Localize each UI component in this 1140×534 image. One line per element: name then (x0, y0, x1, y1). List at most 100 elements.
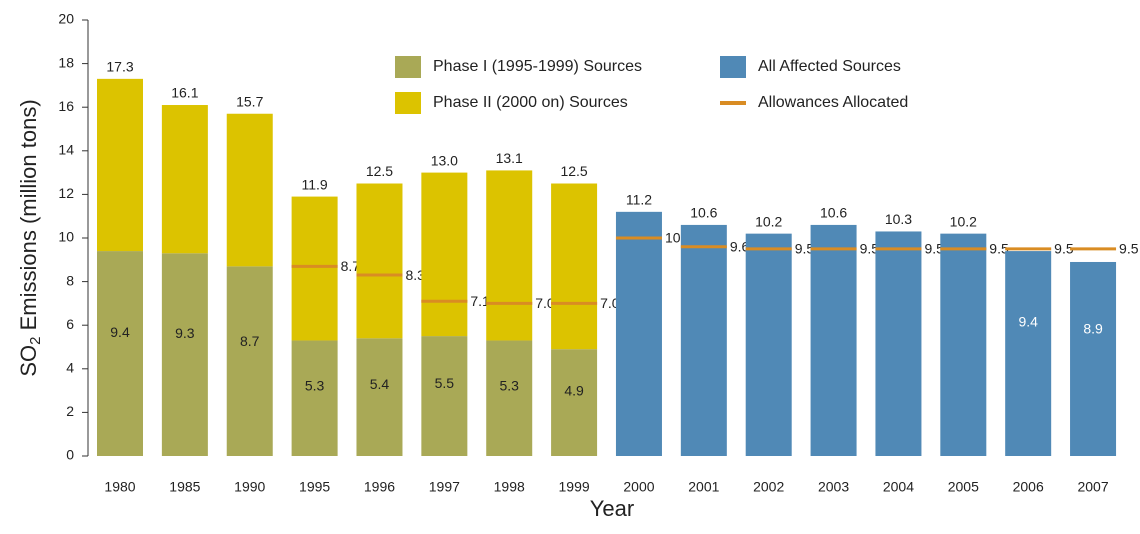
segment-label: 5.3 (305, 377, 325, 393)
bar-segment (615, 211, 662, 456)
bar-segment (486, 340, 533, 456)
y-tick-label: 4 (66, 360, 74, 376)
legend-label: All Affected Sources (758, 58, 901, 75)
y-tick-label: 6 (66, 316, 74, 332)
x-tick-label: 2006 (1013, 479, 1044, 495)
y-tick-label: 18 (58, 54, 74, 70)
allowance-label: 9.5 (924, 241, 944, 257)
bar-segment (97, 78, 143, 252)
allowance-label: 9.5 (1119, 241, 1139, 257)
legend-swatch (720, 56, 746, 78)
bar-segment (226, 113, 273, 267)
x-tick-label: 2000 (623, 479, 654, 495)
allowance-label: 9.5 (989, 241, 1009, 257)
x-tick-label: 1995 (299, 479, 330, 495)
allowance-label: 7.0 (535, 295, 555, 311)
bar-segment (161, 253, 208, 456)
legend-label: Phase II (2000 on) Sources (433, 94, 628, 111)
segment-label: 8.7 (240, 333, 260, 349)
total-label: 16.1 (171, 85, 198, 101)
total-label: 12.5 (366, 163, 393, 179)
bar-segment (551, 183, 598, 350)
bar-segment (97, 251, 143, 456)
bar-label: 10.6 (690, 205, 717, 221)
allowance-label: 7.0 (600, 295, 620, 311)
x-tick-label: 2002 (753, 479, 784, 495)
bar-label: 9.4 (1018, 314, 1038, 330)
x-tick-label: 2001 (688, 479, 719, 495)
bar-segment (551, 349, 598, 456)
segment-label: 9.4 (110, 324, 130, 340)
x-tick-label: 2004 (883, 479, 914, 495)
bar-segment (745, 233, 792, 456)
legend-swatch (395, 56, 421, 78)
bar-label: 11.2 (626, 192, 652, 208)
bar-segment (161, 105, 208, 254)
allowance-label: 7.1 (470, 293, 490, 309)
y-tick-label: 10 (58, 229, 74, 245)
bar-segment (875, 231, 922, 456)
x-tick-label: 2005 (948, 479, 979, 495)
bar-label: 10.2 (755, 213, 782, 229)
bar-segment (1005, 251, 1052, 456)
bar-segment (356, 338, 403, 456)
allowance-label: 8.3 (405, 267, 425, 283)
x-axis-label: Year (590, 496, 634, 521)
bar-segment (226, 266, 273, 456)
y-tick-label: 12 (58, 185, 74, 201)
bar-segment (421, 172, 468, 337)
bar-label: 10.2 (950, 213, 977, 229)
x-tick-label: 1996 (364, 479, 395, 495)
allowance-label: 9.6 (730, 238, 750, 254)
bar-label: 10.3 (885, 211, 912, 227)
bar-segment (356, 183, 403, 339)
y-label-rest: Emissions (million tons) (16, 99, 41, 336)
legend-label: Phase I (1995-1999) Sources (433, 58, 642, 75)
legend-box (378, 38, 950, 128)
x-tick-label: 1998 (494, 479, 525, 495)
segment-label: 5.4 (370, 376, 390, 392)
total-label: 12.5 (560, 163, 587, 179)
y-tick-label: 14 (58, 142, 74, 158)
x-tick-label: 1997 (429, 479, 460, 495)
allowance-label: 9.5 (1054, 241, 1074, 257)
y-tick-label: 8 (66, 272, 74, 288)
bar-segment (1070, 261, 1117, 456)
x-tick-label: 2003 (818, 479, 849, 495)
bar-label: 10.6 (820, 205, 847, 221)
total-label: 11.9 (302, 176, 328, 192)
x-tick-label: 2007 (1077, 479, 1108, 495)
bar-label: 8.9 (1083, 321, 1103, 337)
x-tick-label: 1990 (234, 479, 265, 495)
bar-segment (940, 233, 987, 456)
bar-segment (810, 224, 857, 456)
segment-label: 5.3 (499, 377, 519, 393)
y-tick-label: 2 (66, 403, 74, 419)
y-tick-label: 16 (58, 98, 74, 114)
x-tick-label: 1985 (169, 479, 200, 495)
total-label: 13.0 (431, 152, 458, 168)
allowance-label: 9.5 (860, 241, 880, 257)
y-tick-label: 20 (58, 11, 74, 27)
total-label: 17.3 (106, 59, 133, 75)
y-label-main: SO (16, 345, 41, 377)
total-label: 15.7 (236, 93, 263, 109)
bar-segment (421, 336, 468, 456)
x-tick-label: 1980 (104, 479, 135, 495)
total-label: 13.1 (496, 150, 523, 166)
bar-segment (291, 196, 338, 341)
segment-label: 5.5 (435, 375, 455, 391)
segment-label: 4.9 (564, 383, 584, 399)
allowance-label: 8.7 (341, 258, 361, 274)
legend-label: Allowances Allocated (758, 94, 908, 111)
y-tick-label: 0 (66, 447, 74, 463)
bar-segment (486, 170, 533, 341)
allowance-label: 9.5 (795, 241, 815, 257)
y-label-sub: 2 (27, 337, 44, 345)
x-tick-label: 1999 (559, 479, 590, 495)
y-axis-label: SO2 Emissions (million tons) (16, 99, 44, 376)
legend-swatch (395, 92, 421, 114)
bar-segment (291, 340, 338, 456)
bar-segment (680, 224, 727, 456)
